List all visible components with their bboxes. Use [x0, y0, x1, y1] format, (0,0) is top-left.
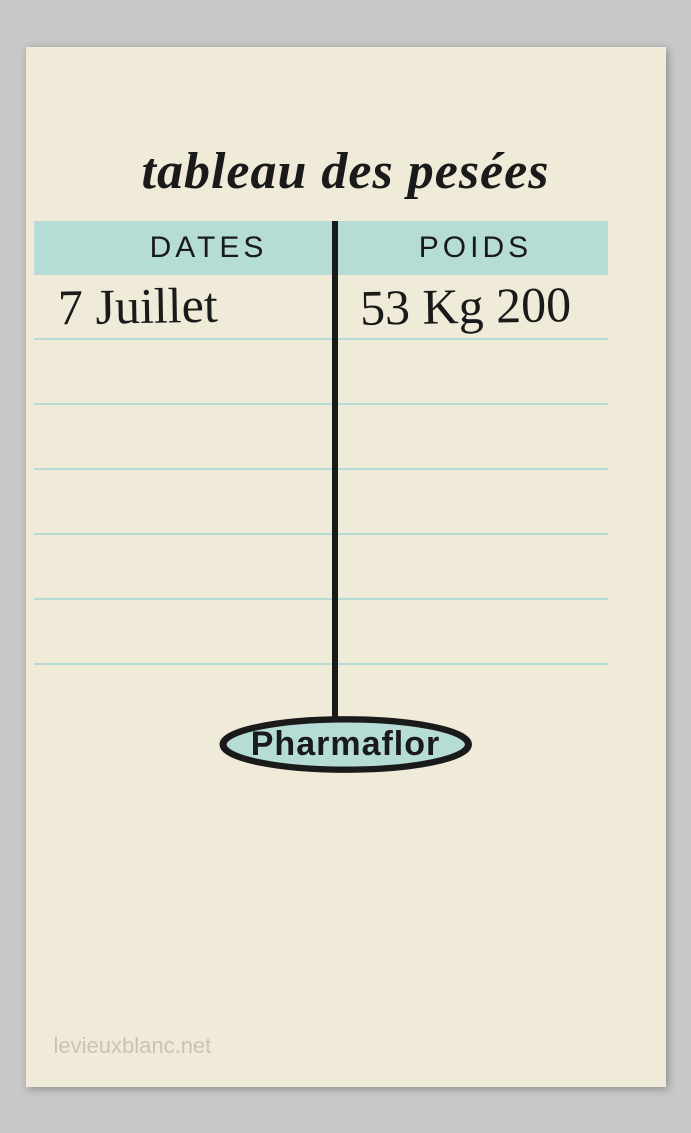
card-title: tableau des pesées	[26, 142, 666, 201]
cell-poids	[332, 600, 608, 663]
cell-poids	[332, 470, 608, 533]
table-row	[34, 405, 608, 470]
logo-container: Pharmaflor	[26, 713, 666, 776]
header-poids: POIDS	[343, 231, 607, 265]
cell-poids: 53 Kg 200	[332, 275, 608, 338]
pharmaflor-logo: Pharmaflor	[215, 713, 477, 776]
table-row	[34, 535, 608, 600]
table-row: 7 Juillet 53 Kg 200	[34, 275, 608, 340]
weighing-card: tableau des pesées DATES POIDS 7 Juillet…	[26, 47, 666, 1087]
table-body: 7 Juillet 53 Kg 200	[34, 275, 608, 665]
cell-date	[34, 535, 332, 598]
cell-poids	[332, 535, 608, 598]
handwritten-date: 7 Juillet	[57, 276, 218, 337]
table-row	[34, 470, 608, 535]
table-header: DATES POIDS	[34, 221, 608, 275]
table-row	[34, 600, 608, 665]
cell-date	[34, 600, 332, 663]
watermark: levieuxblanc.net	[54, 1033, 212, 1059]
header-dates: DATES	[34, 231, 344, 265]
cell-poids	[332, 340, 608, 403]
cell-date	[34, 470, 332, 533]
vertical-divider	[332, 221, 338, 721]
logo-text: Pharmaflor	[251, 725, 441, 763]
cell-date	[34, 340, 332, 403]
cell-poids	[332, 405, 608, 468]
table-row	[34, 340, 608, 405]
cell-date	[34, 405, 332, 468]
cell-date: 7 Juillet	[34, 275, 332, 338]
handwritten-poids: 53 Kg 200	[359, 275, 571, 337]
